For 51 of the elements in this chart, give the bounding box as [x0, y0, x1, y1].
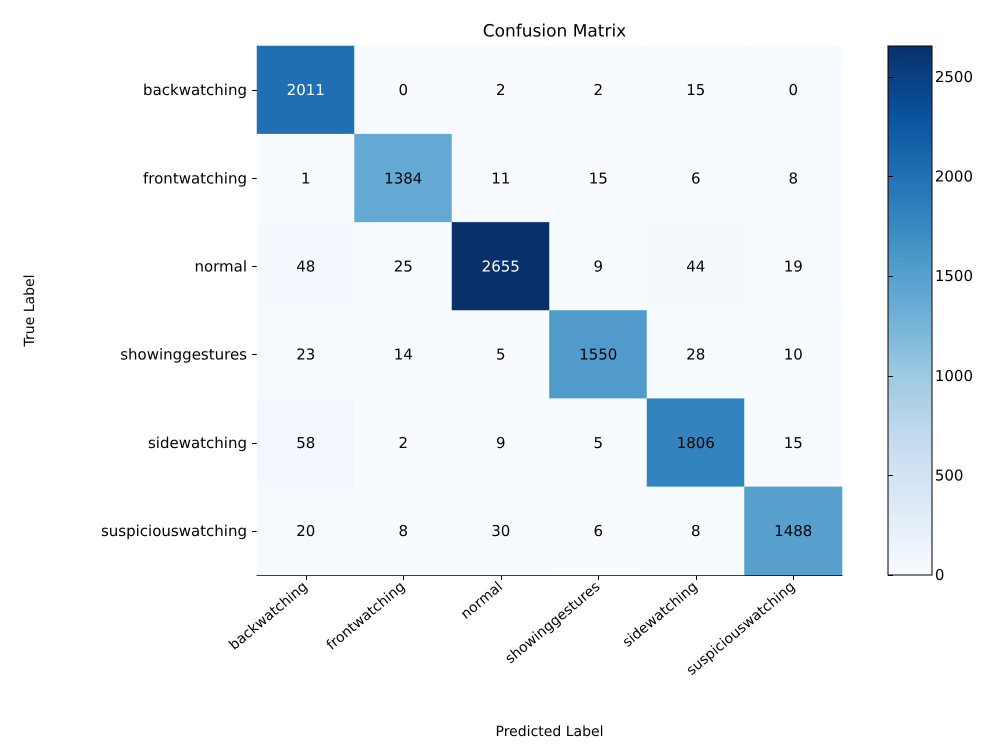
data-label: 1488: [774, 522, 812, 540]
y-axis-title: True Label: [22, 274, 38, 348]
x-axis-title: Predicted Label: [496, 724, 604, 740]
data-label: 15: [588, 169, 608, 188]
data-label: 8: [398, 522, 408, 540]
color-bar-label: 2500: [934, 68, 974, 86]
data-label: 1806: [676, 434, 715, 452]
y-tick-label: sidewatching: [148, 434, 247, 452]
data-label: 1550: [579, 346, 618, 364]
data-label: 6: [593, 522, 604, 540]
color-bar-label: 1500: [934, 267, 974, 286]
data-label: 44: [686, 257, 706, 276]
chart-title: Confusion Matrix: [482, 22, 626, 42]
data-label: 15: [784, 434, 803, 452]
data-label: 0: [788, 81, 798, 100]
y-tick-label: suspiciouswatching: [100, 522, 247, 540]
data-label: 2: [496, 81, 506, 100]
data-label: 1384: [384, 169, 422, 188]
data-label: 2: [398, 434, 408, 452]
data-label: 0: [398, 81, 408, 100]
data-label: 23: [296, 346, 316, 364]
data-label: 9: [593, 257, 604, 276]
y-tick-label: normal: [194, 257, 247, 276]
color-bar-label: 0: [934, 566, 944, 584]
data-label: 15: [686, 81, 706, 100]
color-bar-label: 2000: [934, 168, 974, 186]
data-label: 6: [690, 169, 701, 188]
y-tick-label: backwatching: [143, 81, 247, 100]
data-label: 10: [784, 346, 803, 364]
data-label: 14: [394, 346, 413, 364]
data-label: 1: [300, 169, 311, 188]
data-label: 20: [296, 522, 316, 540]
y-tick-label: frontwatching: [143, 169, 247, 188]
data-label: 9: [496, 434, 506, 452]
data-label: 8: [690, 522, 701, 540]
data-label: 25: [394, 257, 413, 276]
color-bar-label: 1000: [934, 366, 974, 385]
data-label: 28: [686, 346, 706, 364]
data-label: 48: [296, 257, 316, 276]
data-label: 8: [788, 169, 798, 188]
y-tick-label: showinggestures: [120, 346, 248, 364]
color-bar-label: 500: [934, 466, 964, 484]
data-label: 2011: [286, 81, 325, 100]
data-label: 19: [784, 257, 803, 276]
data-label: 58: [296, 434, 316, 452]
data-label: 2: [593, 81, 604, 100]
data-label: 30: [491, 522, 510, 540]
data-label: 11: [491, 169, 510, 188]
data-label: 5: [593, 434, 604, 452]
data-label: 5: [496, 346, 506, 364]
data-label: 2655: [482, 257, 520, 276]
